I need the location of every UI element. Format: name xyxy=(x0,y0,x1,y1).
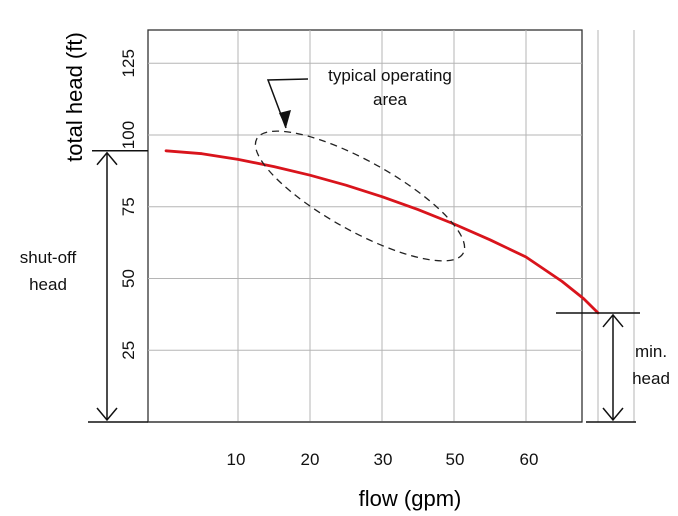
y-tick-label: 50 xyxy=(119,269,138,288)
min-head-arrow-down xyxy=(602,407,624,422)
min-head-label-line2: head xyxy=(632,369,670,388)
plot-frame xyxy=(147,29,583,423)
x-axis-title: flow (gpm) xyxy=(359,486,462,511)
shut-off-label-line1: shut-off xyxy=(20,248,77,267)
operating-area-label-line2: area xyxy=(373,90,408,109)
operating-area-ellipse xyxy=(254,130,466,262)
y-tick-label: 125 xyxy=(119,49,138,77)
x-tick-label: 30 xyxy=(374,450,393,469)
y-tick-label: 75 xyxy=(119,197,138,216)
x-tick-label: 60 xyxy=(520,450,539,469)
y-axis-title: total head (ft) xyxy=(62,32,87,162)
shut-off-arrow-up xyxy=(96,151,118,166)
grid xyxy=(147,29,635,423)
pump-curve-line xyxy=(164,149,600,315)
y-tick-labels: 25 50 75 100 125 xyxy=(119,49,138,360)
operating-area-pointer xyxy=(266,78,309,129)
operating-area-layer xyxy=(254,78,466,262)
x-tick-label: 10 xyxy=(227,450,246,469)
operating-area-label-line1: typical operating xyxy=(328,66,452,85)
operating-area-arrowhead xyxy=(279,110,291,128)
min-head-label-line1: min. xyxy=(635,342,667,361)
series-layer xyxy=(164,149,600,315)
x-tick-label: 20 xyxy=(301,450,320,469)
y-tick-label: 100 xyxy=(119,121,138,149)
min-head-arrow-up xyxy=(602,313,624,328)
shut-off-arrow-down xyxy=(96,407,118,422)
x-tick-label: 50 xyxy=(446,450,465,469)
shut-off-label-line2: head xyxy=(29,275,67,294)
x-tick-labels: 10 20 30 50 60 xyxy=(227,450,539,469)
dimension-arrows xyxy=(88,150,640,423)
y-tick-label: 25 xyxy=(119,341,138,360)
